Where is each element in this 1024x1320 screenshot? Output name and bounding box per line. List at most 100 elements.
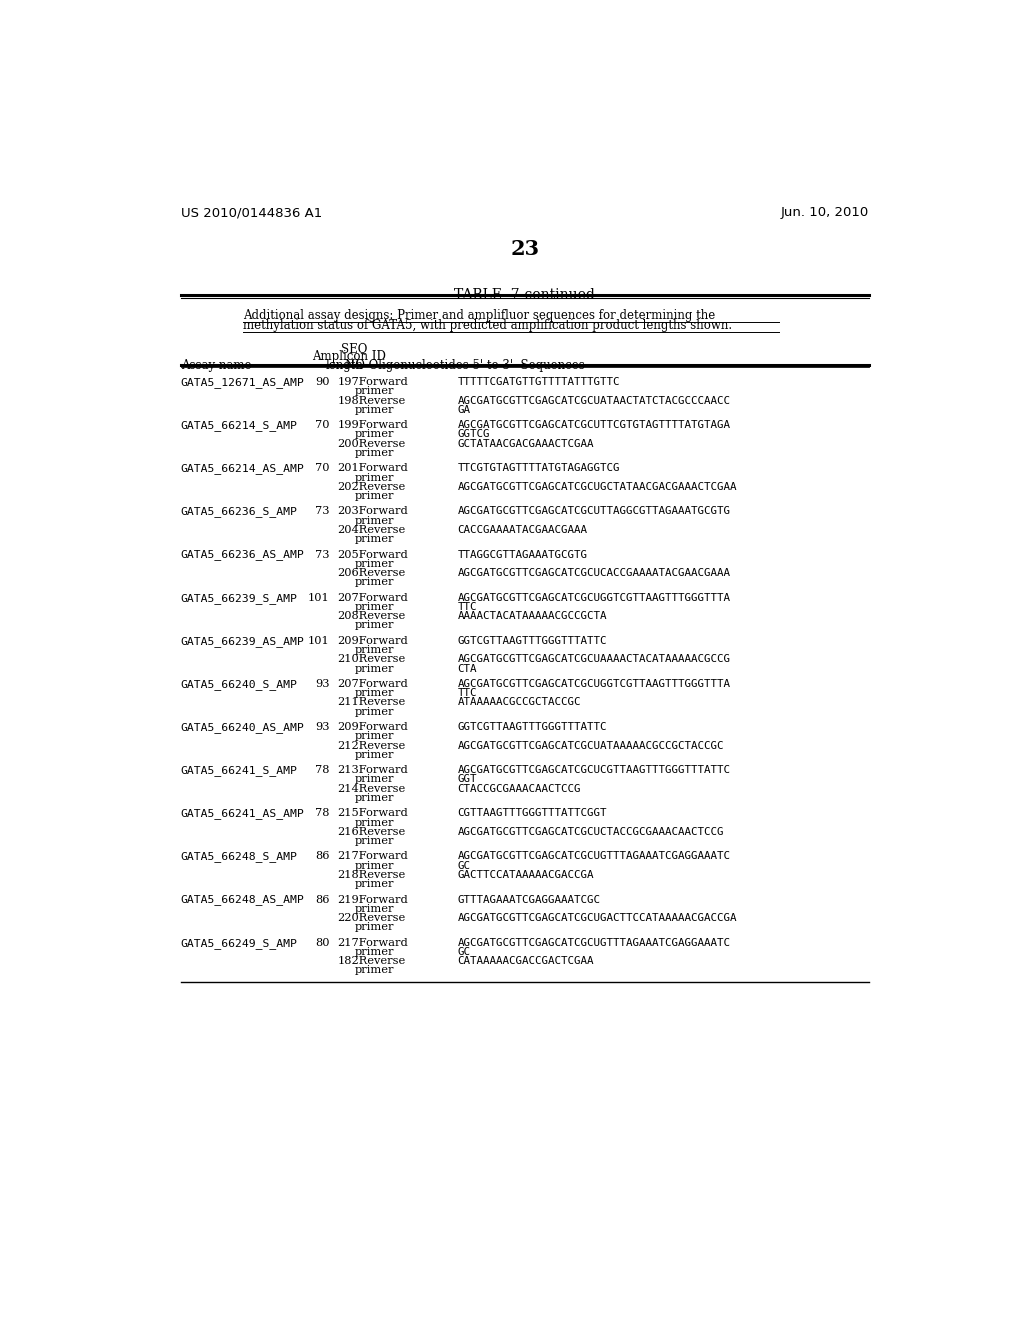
Text: 86: 86 xyxy=(315,851,330,862)
Text: AGCGATGCGTTCGAGCATCGCUGGTCGTTAAGTTTGGGTTTA: AGCGATGCGTTCGAGCATCGCUGGTCGTTAAGTTTGGGTT… xyxy=(458,678,730,689)
Text: AGCGATGCGTTCGAGCATCGCUATAAAAACGCCGCTACCGC: AGCGATGCGTTCGAGCATCGCUATAAAAACGCCGCTACCG… xyxy=(458,741,724,751)
Text: AGCGATGCGTTCGAGCATCGCUGTTTAGAAATCGAGGAAATC: AGCGATGCGTTCGAGCATCGCUGTTTAGAAATCGAGGAAA… xyxy=(458,851,730,862)
Text: primer: primer xyxy=(354,664,394,673)
Text: GA: GA xyxy=(458,405,470,414)
Text: 207Forward: 207Forward xyxy=(337,593,408,603)
Text: TABLE  7-continued: TABLE 7-continued xyxy=(455,288,595,302)
Text: 205Forward: 205Forward xyxy=(337,549,408,560)
Text: Jun. 10, 2010: Jun. 10, 2010 xyxy=(780,206,869,219)
Text: GATA5_66236_AS_AMP: GATA5_66236_AS_AMP xyxy=(180,549,304,561)
Text: NO Oligonucleotides 5' to 3'  Sequences: NO Oligonucleotides 5' to 3' Sequences xyxy=(345,359,585,372)
Text: 78: 78 xyxy=(315,808,330,818)
Text: TTC: TTC xyxy=(458,688,477,698)
Text: 206Reverse: 206Reverse xyxy=(337,568,406,578)
Text: AGCGATGCGTTCGAGCATCGCUGCTATAACGACGAAACTCGAA: AGCGATGCGTTCGAGCATCGCUGCTATAACGACGAAACTC… xyxy=(458,482,737,492)
Text: Assay name: Assay name xyxy=(180,359,251,372)
Text: AGCGATGCGTTCGAGCATCGCUTTCGTGTAGTTTTATGTAGA: AGCGATGCGTTCGAGCATCGCUTTCGTGTAGTTTTATGTA… xyxy=(458,420,730,430)
Text: AGCGATGCGTTCGAGCATCGCUTTAGGCGTTAGAAATGCGTG: AGCGATGCGTTCGAGCATCGCUTTAGGCGTTAGAAATGCG… xyxy=(458,507,730,516)
Text: 210Reverse: 210Reverse xyxy=(337,655,406,664)
Text: GGTCG: GGTCG xyxy=(458,429,489,440)
Text: TTTTTCGATGTTGTTTTATTTGTTC: TTTTTCGATGTTGTTTTATTTGTTC xyxy=(458,378,620,387)
Text: primer: primer xyxy=(354,473,394,483)
Text: GATA5_66239_S_AMP: GATA5_66239_S_AMP xyxy=(180,593,298,603)
Text: AGCGATGCGTTCGAGCATCGCUGTTTAGAAATCGAGGAAATC: AGCGATGCGTTCGAGCATCGCUGTTTAGAAATCGAGGAAA… xyxy=(458,937,730,948)
Text: ATAAAAACGCCGCTACCGC: ATAAAAACGCCGCTACCGC xyxy=(458,697,581,708)
Text: primer: primer xyxy=(354,775,394,784)
Text: 215Forward: 215Forward xyxy=(337,808,408,818)
Text: 209Forward: 209Forward xyxy=(337,722,408,733)
Text: primer: primer xyxy=(354,620,394,631)
Text: 204Reverse: 204Reverse xyxy=(337,525,406,535)
Text: primer: primer xyxy=(354,879,394,890)
Text: 213Forward: 213Forward xyxy=(337,766,408,775)
Text: 211Reverse: 211Reverse xyxy=(337,697,406,708)
Text: primer: primer xyxy=(354,706,394,717)
Text: GATA5_12671_AS_AMP: GATA5_12671_AS_AMP xyxy=(180,378,304,388)
Text: 93: 93 xyxy=(315,722,330,733)
Text: CTA: CTA xyxy=(458,664,477,673)
Text: 217Forward: 217Forward xyxy=(337,937,408,948)
Text: 73: 73 xyxy=(315,549,330,560)
Text: primer: primer xyxy=(354,447,394,458)
Text: GC: GC xyxy=(458,861,470,871)
Text: Amplicon ID: Amplicon ID xyxy=(312,350,386,363)
Text: TTAGGCGTTAGAAATGCGTG: TTAGGCGTTAGAAATGCGTG xyxy=(458,549,588,560)
Text: GATA5_66240_S_AMP: GATA5_66240_S_AMP xyxy=(180,678,298,690)
Text: AGCGATGCGTTCGAGCATCGCUGGTCGTTAAGTTTGGGTTTA: AGCGATGCGTTCGAGCATCGCUGGTCGTTAAGTTTGGGTT… xyxy=(458,593,730,603)
Text: 73: 73 xyxy=(315,507,330,516)
Text: 101: 101 xyxy=(308,593,330,603)
Text: 70: 70 xyxy=(315,420,330,430)
Text: TTCGTGTAGTTTTATGTAGAGGTCG: TTCGTGTAGTTTTATGTAGAGGTCG xyxy=(458,463,620,474)
Text: 214Reverse: 214Reverse xyxy=(337,784,406,793)
Text: primer: primer xyxy=(354,405,394,414)
Text: SEQ: SEQ xyxy=(341,342,368,355)
Text: 218Reverse: 218Reverse xyxy=(337,870,406,880)
Text: GACTTCCATAAAAACGACCGA: GACTTCCATAAAAACGACCGA xyxy=(458,870,594,880)
Text: GGT: GGT xyxy=(458,775,477,784)
Text: AAAACTACATAAAAACGCCGCTA: AAAACTACATAAAAACGCCGCTA xyxy=(458,611,607,622)
Text: primer: primer xyxy=(354,923,394,932)
Text: GTTTAGAAATCGAGGAAATCGC: GTTTAGAAATCGAGGAAATCGC xyxy=(458,895,600,904)
Text: 217Forward: 217Forward xyxy=(337,851,408,862)
Text: 80: 80 xyxy=(315,937,330,948)
Text: length: length xyxy=(326,359,364,372)
Text: 86: 86 xyxy=(315,895,330,904)
Text: 78: 78 xyxy=(315,766,330,775)
Text: CACCGAAAATACGAACGAAA: CACCGAAAATACGAACGAAA xyxy=(458,525,588,535)
Text: primer: primer xyxy=(354,836,394,846)
Text: primer: primer xyxy=(354,793,394,803)
Text: 197Forward: 197Forward xyxy=(337,378,408,387)
Text: AGCGATGCGTTCGAGCATCGCUATAACTATCTACGCCCAACC: AGCGATGCGTTCGAGCATCGCUATAACTATCTACGCCCAA… xyxy=(458,396,730,405)
Text: primer: primer xyxy=(354,577,394,587)
Text: 219Forward: 219Forward xyxy=(337,895,408,904)
Text: 202Reverse: 202Reverse xyxy=(337,482,406,492)
Text: GATA5_66241_AS_AMP: GATA5_66241_AS_AMP xyxy=(180,808,304,820)
Text: AGCGATGCGTTCGAGCATCGCUGACTTCCATAAAAACGACCGA: AGCGATGCGTTCGAGCATCGCUGACTTCCATAAAAACGAC… xyxy=(458,913,737,923)
Text: CATAAAAACGACCGACTCGAA: CATAAAAACGACCGACTCGAA xyxy=(458,956,594,966)
Text: GATA5_66236_S_AMP: GATA5_66236_S_AMP xyxy=(180,507,298,517)
Text: primer: primer xyxy=(354,387,394,396)
Text: primer: primer xyxy=(354,904,394,913)
Text: AGCGATGCGTTCGAGCATCGCUCTACCGCGAAACAACTCCG: AGCGATGCGTTCGAGCATCGCUCTACCGCGAAACAACTCC… xyxy=(458,826,724,837)
Text: US 2010/0144836 A1: US 2010/0144836 A1 xyxy=(180,206,322,219)
Text: GATA5_66240_AS_AMP: GATA5_66240_AS_AMP xyxy=(180,722,304,733)
Text: 209Forward: 209Forward xyxy=(337,636,408,645)
Text: 182Reverse: 182Reverse xyxy=(337,956,406,966)
Text: primer: primer xyxy=(354,558,394,569)
Text: GGTCGTTAAGTTTGGGTTTATTC: GGTCGTTAAGTTTGGGTTTATTC xyxy=(458,722,607,733)
Text: methylation status of GATA5, with predicted amplification product lengths shown.: methylation status of GATA5, with predic… xyxy=(243,319,732,333)
Text: primer: primer xyxy=(354,688,394,698)
Text: primer: primer xyxy=(354,965,394,975)
Text: primer: primer xyxy=(354,817,394,828)
Text: GATA5_66214_S_AMP: GATA5_66214_S_AMP xyxy=(180,420,298,432)
Text: primer: primer xyxy=(354,750,394,760)
Text: GGTCGTTAAGTTTGGGTTTATTC: GGTCGTTAAGTTTGGGTTTATTC xyxy=(458,636,607,645)
Text: 207Forward: 207Forward xyxy=(337,678,408,689)
Text: CGTTAAGTTTGGGTTTATTCGGT: CGTTAAGTTTGGGTTTATTCGGT xyxy=(458,808,607,818)
Text: 70: 70 xyxy=(315,463,330,474)
Text: 203Forward: 203Forward xyxy=(337,507,408,516)
Text: 201Forward: 201Forward xyxy=(337,463,408,474)
Text: primer: primer xyxy=(354,535,394,544)
Text: GCTATAACGACGAAACTCGAA: GCTATAACGACGAAACTCGAA xyxy=(458,438,594,449)
Text: 101: 101 xyxy=(308,636,330,645)
